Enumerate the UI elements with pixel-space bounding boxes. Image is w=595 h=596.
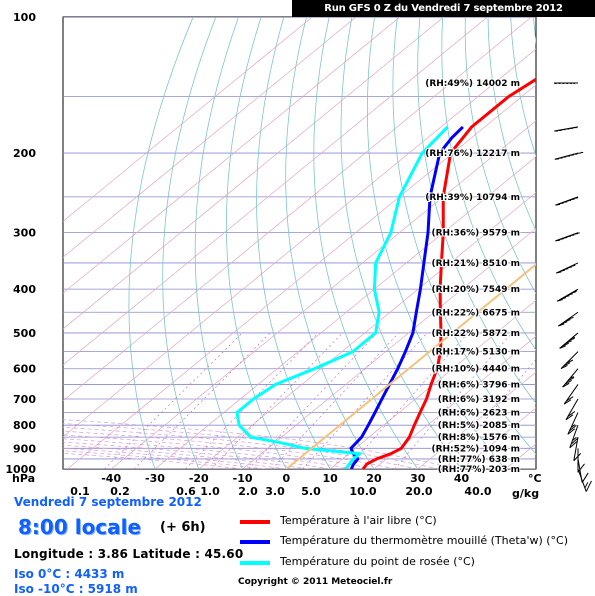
pressure-tick-label: 300 <box>13 227 36 240</box>
run-title: Run GFS 0 Z du Vendredi 7 septembre 2012 <box>292 0 595 17</box>
mixing-ratio-tick-label: 2.0 <box>238 485 258 498</box>
legend-label-wet-bulb: Température du thermomètre mouillé (Thet… <box>280 534 569 547</box>
dry-adiabat--20 <box>162 17 217 469</box>
isotherm-30 <box>417 371 536 469</box>
isotherm--110 <box>63 17 357 258</box>
local-time: 8:00 locale <box>18 515 142 539</box>
forecast-date: Vendredi 7 septembre 2012 <box>14 495 202 509</box>
wind-barb <box>556 288 579 302</box>
legend-label-temperature: Température à l'air libre (°C) <box>280 514 437 527</box>
isotherm--70 <box>63 17 532 402</box>
temperature-tick-label: 30 <box>410 472 426 485</box>
level-label: (RH:6%) 3192 m <box>438 395 520 405</box>
wind-barb <box>563 384 579 405</box>
wind-barb <box>560 351 579 370</box>
level-label: (RH:49%) 14002 m <box>425 79 520 89</box>
isotherm-20 <box>373 335 536 469</box>
level-label: (RH:10%) 4440 m <box>431 365 520 375</box>
dry-adiabat-0 <box>226 17 287 469</box>
mixing-ratio-tick-label: 40.0 <box>464 485 491 498</box>
temperature-tick-label: -10 <box>233 472 253 485</box>
dry-adiabat-140 <box>579 17 595 479</box>
iso-zero-height: Iso 0°C : 4433 m <box>14 567 125 581</box>
pressure-tick-label: 100 <box>13 11 36 24</box>
level-label: (RH:36%) 9579 m <box>431 229 520 239</box>
isotherm--20 <box>198 192 536 469</box>
wind-barbs-layer <box>553 82 592 492</box>
isotherm--30 <box>154 156 536 469</box>
level-label: (RH:8%) 1576 m <box>438 433 520 443</box>
level-label: (RH:52%) 1094 m <box>431 444 520 454</box>
dry-adiabat-20 <box>285 17 375 469</box>
level-label: (RH:6%) 2623 m <box>438 409 520 419</box>
pressure-tick-label: 600 <box>13 363 36 376</box>
dry-adiabat--30 <box>128 17 194 469</box>
wind-barb <box>562 368 579 388</box>
isotherm-60 <box>549 17 595 469</box>
isotherm-10 <box>329 299 536 469</box>
mixing-ratio-tick-label: 20.0 <box>405 485 432 498</box>
mixing-ratio-unit-label: g/kg <box>512 487 539 500</box>
isotherm--120 <box>63 17 313 222</box>
pressure-tick-label: 400 <box>13 283 36 296</box>
isotherm--60 <box>63 48 536 438</box>
mixing-ratio-tick-label: 1.0 <box>200 485 220 498</box>
temperature-tick-label: 20 <box>366 472 382 485</box>
wind-barb <box>559 332 579 349</box>
dry-adiabat-10 <box>256 17 331 469</box>
pressure-tick-label: 200 <box>13 147 36 160</box>
temperature-tick-label: -20 <box>189 472 209 485</box>
iso-minus10-height: Iso -10°C : 5918 m <box>14 582 138 596</box>
legend-label-dewpoint: Température du point de rosée (°C) <box>280 555 475 568</box>
pressure-tick-label: 500 <box>13 327 36 340</box>
pressure-tick-label: 800 <box>13 419 36 432</box>
wind-barb <box>553 82 578 85</box>
level-label: (RH:5%) 2085 m <box>438 421 520 431</box>
level-label: (RH:76%) 12217 m <box>425 149 520 159</box>
pressure-tick-label: 700 <box>13 393 36 406</box>
legend-swatch-wet-bulb <box>240 540 270 544</box>
level-label: (RH:77%) 638 m <box>438 455 520 465</box>
temperature-tick-label: 0 <box>283 472 291 485</box>
temperature-tick-label: 10 <box>323 472 339 485</box>
mixing-ratio-tick-label: 10.0 <box>349 485 376 498</box>
isotherm--90 <box>63 17 444 330</box>
level-label: (RH:21%) 8510 m <box>431 259 520 269</box>
level-label: (RH:22%) 5872 m <box>431 329 520 339</box>
temperature-tick-label: -30 <box>145 472 165 485</box>
mixing-ratio-tick-label: 3.0 <box>265 485 285 498</box>
temperature-unit-label: °C <box>528 472 542 485</box>
pressure-unit-label: hPa <box>12 472 35 485</box>
level-label: (RH:77%) 203 m <box>438 465 520 475</box>
dry-adiabat-130 <box>556 17 595 479</box>
wind-barb <box>556 262 579 274</box>
wind-barb <box>554 126 579 132</box>
isotherm--50 <box>67 84 536 469</box>
wind-barb <box>555 232 580 242</box>
legend-swatch-dewpoint <box>240 561 270 565</box>
level-label: (RH:22%) 6675 m <box>431 308 520 318</box>
coordinates: Longitude : 3.86 Latitude : 45.60 <box>14 547 244 561</box>
isotherm--80 <box>63 17 488 366</box>
wind-barb <box>577 448 585 473</box>
copyright: Copyright © 2011 Meteociel.fr <box>238 577 393 587</box>
wind-barb <box>554 151 584 160</box>
temperature-tick-label: -40 <box>101 472 121 485</box>
legend-swatch-temperature <box>240 520 270 524</box>
wind-barb <box>558 311 579 327</box>
level-label: (RH:6%) 3796 m <box>438 380 520 390</box>
level-label: (RH:17%) 5130 m <box>431 348 520 358</box>
isotherm--10 <box>242 228 536 469</box>
mixing-ratio-tick-label: 5.0 <box>301 485 321 498</box>
level-label: (RH:20%) 7549 m <box>431 285 520 295</box>
pressure-tick-label: 900 <box>13 442 36 455</box>
wind-barb <box>555 196 579 206</box>
isotherm--100 <box>63 17 401 294</box>
level-label: (RH:39%) 10794 m <box>425 193 520 203</box>
forecast-offset: (+ 6h) <box>160 520 206 535</box>
dry-adiabat-120 <box>533 17 536 46</box>
